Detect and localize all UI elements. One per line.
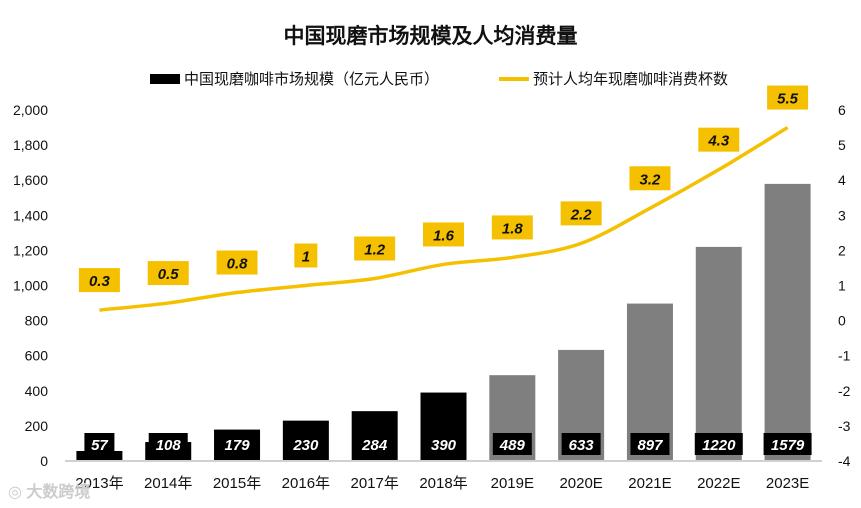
right-tick-label: -1 [838,348,851,364]
legend-bar-label: 中国现磨咖啡市场规模（亿元人民币） [184,71,440,88]
line-label-box [767,85,809,110]
right-tick-label: 6 [838,102,846,118]
line-data-label: 2.2 [570,206,593,223]
line-data-label: 1.2 [364,241,386,258]
bar-label-box [286,433,326,455]
bar-data-label: 230 [292,437,319,454]
left-tick-label: 600 [25,348,49,364]
bar-data-label: 390 [431,437,457,454]
bar-label-box [492,433,532,455]
line-series [99,126,789,312]
bar-data-label: 897 [637,437,663,454]
line-label-box [354,236,396,261]
line-label-box [294,243,318,268]
line-label-box [147,261,189,286]
left-tick-label: 1,000 [13,278,48,294]
line-label-box [560,201,602,226]
x-tick-label: 2020E [559,475,602,492]
x-tick-label: 2019E [491,475,534,492]
right-tick-label: 3 [838,207,846,223]
bar-label-box [763,433,812,455]
x-tick-label: 2021E [628,475,671,492]
line-label-box [629,166,671,191]
line-data-label: 3.2 [640,171,662,188]
bar-data-label: 489 [499,437,526,454]
left-tick-label: 1,800 [13,137,48,153]
bar-data-label: 633 [569,437,595,454]
line-data-label: 1.8 [502,220,524,237]
line-label-box [491,215,533,240]
legend-line-label: 预计人均年现磨咖啡消费杯数 [533,71,729,88]
x-tick-label: 2023E [766,475,809,492]
line-data-label: 1 [302,249,310,266]
line-data-label: 5.5 [777,91,799,108]
left-tick-label: 1,600 [13,172,48,188]
right-tick-label: -4 [838,453,851,469]
legend-bar-swatch [150,73,180,84]
bar-label-box [424,433,463,455]
right-tick-label: -2 [838,383,851,399]
x-tick-label: 2015年 [213,475,261,492]
right-tick-label: 2 [838,242,846,258]
legend: 中国现磨咖啡市场规模（亿元人民币） 预计人均年现磨咖啡消费杯数 [150,68,728,89]
bar-data-label: 57 [91,437,108,454]
left-tick-label: 1,200 [13,242,48,258]
bar-data-label: 1220 [702,437,736,454]
line-data-label: 0.3 [89,273,111,290]
bar-data-label: 1579 [771,437,805,454]
bar-data-label: 179 [225,437,251,454]
left-tick-label: 2,000 [13,102,48,118]
bar-data-label: 108 [156,437,182,454]
bar-data-label: 284 [361,437,388,454]
right-tick-label: 4 [838,172,846,188]
left-tick-label: 1,400 [13,207,48,223]
right-tick-label: -3 [838,418,851,434]
line-data-label: 0.5 [158,266,180,283]
bar-label-box [217,433,257,455]
bar-label-box [84,433,115,455]
watermark-logo: ◎ 大数跨境 [8,484,91,501]
line-label-box [78,268,120,293]
left-tick-label: 800 [25,313,49,329]
chart-title: 中国现磨市场规模及人均消费量 [283,25,578,48]
bar-label-box [561,433,601,455]
right-tick-label: 5 [838,137,846,153]
right-tick-label: 0 [838,313,846,329]
bar-label-box [694,433,743,455]
bar [76,450,123,461]
x-tick-label: 2013年 [75,475,123,492]
line-data-label: 1.6 [433,227,455,244]
line-label-box [698,127,740,152]
left-tick-label: 200 [25,418,49,434]
bar [764,183,811,461]
line-label-box [423,222,464,247]
left-tick-label: 400 [25,383,49,399]
right-tick-label: 1 [838,278,846,294]
left-tick-label: 0 [40,453,48,469]
legend-line-swatch [499,76,530,81]
bar-label-box [148,433,188,455]
bar [695,246,742,461]
x-tick-label: 2017年 [350,475,398,492]
bar-label-box [355,433,395,455]
x-tick-label: 2018年 [419,475,467,492]
x-tick-label: 2014年 [144,475,192,492]
x-tick-label: 2016年 [282,475,330,492]
line-label-box [216,250,258,275]
x-tick-label: 2022E [697,475,740,492]
bar-label-box [630,433,670,455]
line-data-label: 4.3 [707,133,730,150]
line-data-label: 0.8 [227,256,249,273]
